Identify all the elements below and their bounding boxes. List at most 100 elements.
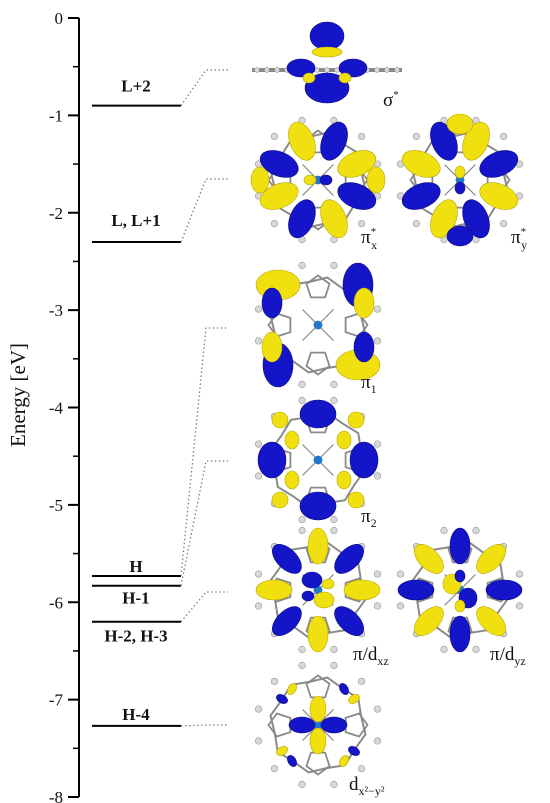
hydrogen-atom — [373, 602, 382, 610]
orbital-label-pidxz: π/dxz — [353, 644, 389, 668]
atom — [374, 67, 380, 73]
positive-lobe — [449, 527, 471, 565]
positive-lobe — [304, 72, 350, 104]
positive-lobe — [320, 716, 348, 734]
hydrogen-atom — [330, 261, 338, 270]
positive-lobe — [276, 694, 288, 704]
metal-atom — [313, 320, 323, 330]
hydrogen-atom — [330, 780, 338, 789]
level-label: L, L+1 — [111, 211, 160, 230]
hydrogen-atom — [298, 645, 306, 654]
tick-label: -2 — [49, 204, 63, 223]
negative-lobe — [303, 174, 317, 186]
negative-lobe — [313, 591, 335, 609]
negative-lobe — [339, 755, 349, 767]
hydrogen-atom — [440, 526, 448, 535]
negative-lobe — [255, 579, 293, 601]
metal-atom — [455, 175, 465, 185]
negative-lobe — [343, 579, 381, 601]
level-label: H-2, H-3 — [104, 627, 167, 646]
hydrogen-atom — [254, 472, 263, 480]
negative-lobe — [259, 182, 299, 210]
hydrogen-atom — [270, 677, 279, 686]
hydrogen-atom — [357, 132, 366, 141]
tick-label: -5 — [49, 496, 63, 515]
positive-lobe — [449, 615, 471, 653]
orbital-pi1 — [254, 261, 382, 389]
negative-lobe — [338, 72, 352, 84]
positive-lobe — [299, 399, 337, 429]
pyrrole-ring — [305, 274, 331, 299]
hydrogen-atom — [472, 526, 480, 535]
hydrogen-atom — [330, 526, 338, 535]
hydrogen-atom — [396, 602, 405, 610]
hydrogen-atom — [373, 705, 382, 713]
connector-h1 — [180, 460, 228, 586]
orbital-pidxz — [254, 526, 382, 654]
positive-lobe — [334, 544, 364, 574]
hydrogen-atom — [472, 645, 480, 654]
negative-lobe — [307, 615, 329, 653]
hydrogen-atom — [254, 337, 263, 345]
orbital-label-pix: π* x — [361, 226, 377, 252]
negative-lobe — [284, 430, 300, 450]
positive-lobe — [485, 579, 523, 601]
metal-atom — [313, 585, 323, 595]
orbital-sigma — [252, 21, 402, 104]
negative-lobe — [287, 683, 297, 695]
hydrogen-atom — [515, 570, 524, 578]
orbital-label-pi1: π1 — [361, 372, 377, 396]
level-label: H-1 — [122, 589, 149, 608]
positive-lobe — [272, 544, 302, 574]
positive-lobe — [338, 58, 368, 78]
hydrogen-atom — [254, 570, 263, 578]
hydrogen-atom — [357, 219, 366, 228]
negative-lobe — [261, 331, 283, 363]
positive-lobe — [299, 491, 337, 521]
connector-h4 — [180, 724, 228, 727]
connector-ll1 — [180, 178, 228, 243]
hydrogen-atom — [330, 515, 338, 524]
level-label: H — [129, 557, 142, 576]
negative-lobe — [276, 746, 288, 756]
level-label: H-4 — [122, 705, 150, 724]
negative-lobe — [250, 166, 270, 194]
negative-lobe — [454, 165, 466, 179]
negative-lobe — [454, 599, 466, 613]
negative-lobe — [347, 411, 365, 429]
negative-lobe — [401, 150, 441, 178]
negative-lobe — [309, 695, 327, 723]
negative-lobe — [284, 470, 300, 490]
negative-lobe — [414, 544, 444, 574]
hydrogen-atom — [373, 472, 382, 480]
connector-l2 — [180, 69, 228, 106]
positive-lobe — [319, 174, 333, 186]
hydrogen-atom — [254, 705, 263, 713]
positive-lobe — [349, 441, 379, 479]
orbital-piy — [396, 113, 524, 247]
hydrogen-atom — [298, 396, 306, 405]
negative-lobe — [348, 694, 360, 704]
positive-lobe — [401, 182, 441, 210]
hydrogen-atom — [412, 219, 421, 228]
energy-axis: 0 -1 -2 -3 -4 -5 -6 -7 -8 Energy [eV] — [6, 9, 80, 803]
tick-label: -6 — [49, 593, 63, 612]
negative-lobe — [307, 527, 329, 565]
hydrogen-atom — [254, 602, 263, 610]
positive-lobe — [454, 181, 466, 195]
positive-lobe — [309, 21, 345, 51]
positive-lobe — [397, 579, 435, 601]
negative-lobe — [347, 491, 365, 509]
negative-lobe — [309, 727, 327, 755]
negative-lobe — [320, 199, 348, 239]
negative-lobe — [430, 199, 458, 239]
hydrogen-atom — [330, 661, 338, 670]
hydrogen-atom — [412, 132, 421, 141]
orbital-label-sigma: σ* — [383, 89, 399, 111]
orbital-label-pi2: π2 — [361, 506, 377, 530]
hydrogen-atom — [396, 570, 405, 578]
atom — [324, 67, 330, 73]
hydrogen-atom — [298, 380, 306, 389]
hydrogen-atom — [298, 661, 306, 670]
orbital-dx2y2 — [254, 661, 382, 789]
